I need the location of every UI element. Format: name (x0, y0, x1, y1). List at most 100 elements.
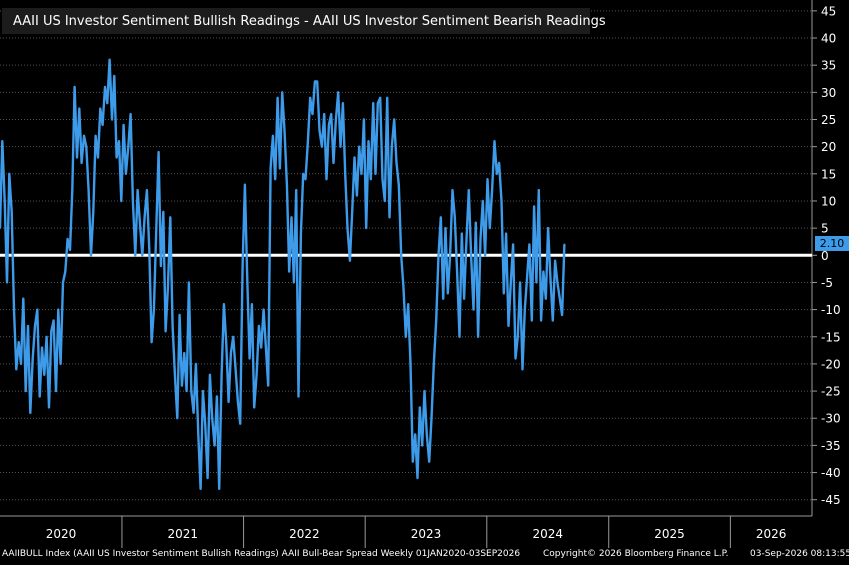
data-point (383, 200, 386, 202)
data-point (283, 129, 286, 132)
data-point (561, 314, 563, 316)
data-point (139, 221, 141, 224)
data-point (339, 145, 342, 148)
data-point (160, 265, 162, 267)
data-point (241, 265, 244, 267)
data-point (446, 292, 449, 295)
data-point (465, 238, 468, 240)
data-point (85, 145, 88, 148)
data-point (253, 406, 256, 409)
data-point (297, 395, 300, 398)
data-point (120, 200, 123, 202)
data-point (13, 308, 15, 311)
data-point (332, 162, 335, 164)
data-point (495, 172, 498, 175)
data-point (493, 140, 496, 143)
footer-copyright: Copyright© 2026 Bloomberg Finance L.P. (543, 549, 729, 559)
data-point (134, 254, 137, 257)
data-point (31, 357, 34, 360)
data-point (125, 172, 127, 175)
data-point (379, 96, 382, 99)
data-point (507, 325, 510, 327)
data-point (563, 243, 566, 246)
data-point (34, 325, 36, 327)
data-point (351, 210, 354, 213)
data-point (143, 216, 146, 219)
data-point (274, 178, 277, 181)
data-point (388, 216, 391, 219)
data-point (293, 281, 295, 284)
data-point (484, 254, 486, 257)
legend-label: AAII US Investor Sentiment Bullish Readi… (13, 13, 606, 29)
data-point (516, 335, 519, 338)
data-point (304, 178, 307, 181)
y-tick-label: -30 (821, 412, 841, 426)
data-point (80, 162, 83, 164)
data-point (502, 292, 505, 295)
data-point (423, 390, 426, 392)
data-point (234, 368, 237, 371)
data-point (519, 281, 521, 284)
data-point (344, 172, 347, 175)
data-point (342, 102, 344, 105)
y-tick-label: -15 (821, 330, 841, 344)
data-point (108, 58, 111, 61)
data-point (481, 200, 484, 202)
data-point (181, 384, 183, 387)
data-point (540, 319, 542, 322)
data-point (302, 172, 305, 175)
data-point (505, 232, 507, 235)
data-point (279, 167, 281, 170)
data-point (153, 308, 155, 311)
data-point (416, 477, 419, 479)
data-point (374, 172, 377, 175)
data-point (381, 178, 384, 181)
data-point (209, 373, 211, 376)
data-point (286, 183, 288, 186)
data-point (526, 276, 528, 278)
data-point (15, 368, 18, 371)
data-point (230, 352, 232, 354)
data-point (50, 330, 53, 333)
data-point (554, 259, 556, 262)
data-point (328, 124, 330, 126)
data-point (442, 297, 445, 300)
data-point (535, 281, 538, 284)
data-point (211, 417, 214, 420)
data-point (169, 216, 172, 219)
data-point (428, 460, 431, 463)
data-point (316, 80, 319, 83)
data-point (276, 96, 279, 99)
data-point (414, 433, 417, 436)
y-tick-label: 20 (821, 140, 836, 154)
data-point (346, 227, 349, 230)
data-point (325, 178, 328, 181)
data-point (321, 145, 323, 148)
x-tick-label: 2025 (654, 527, 685, 541)
data-point (132, 200, 134, 202)
data-point (206, 477, 209, 479)
data-point (174, 373, 176, 376)
data-point (453, 216, 456, 219)
data-point (22, 297, 25, 300)
data-point (402, 287, 405, 289)
data-point (195, 363, 197, 365)
data-point (311, 113, 314, 115)
data-point (369, 178, 372, 181)
data-point (547, 227, 549, 230)
data-point (418, 406, 421, 409)
data-point (225, 341, 228, 344)
data-point (269, 167, 272, 170)
data-point (307, 140, 309, 143)
last-value-tag: 2.10 (815, 236, 849, 251)
y-tick-label: 5 (821, 222, 829, 236)
data-point (6, 281, 8, 284)
data-point (66, 238, 69, 240)
x-tick-label: 2022 (289, 527, 320, 541)
data-point (76, 156, 78, 159)
data-point (363, 118, 365, 121)
y-tick-label: -10 (821, 303, 841, 317)
footer-source: AAIIBULL Index (AAII US Investor Sentime… (2, 549, 521, 559)
data-point (48, 406, 50, 409)
